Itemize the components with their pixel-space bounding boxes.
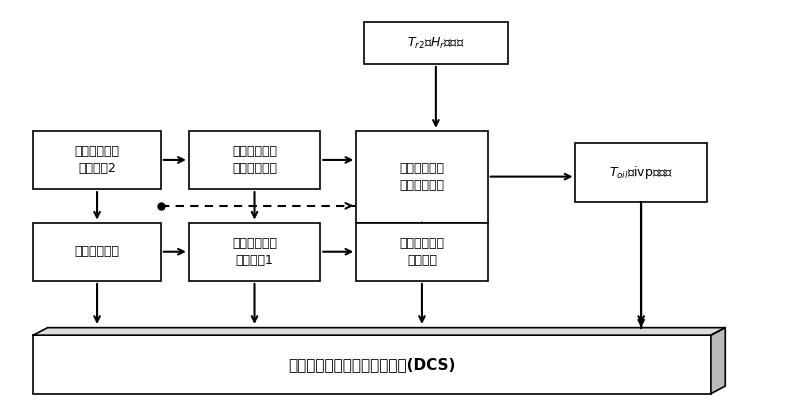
FancyBboxPatch shape [34,335,711,394]
Text: 提升管反应热
计算模块: 提升管反应热 计算模块 [399,237,445,267]
Text: $T_{oil}$和ivp设定值: $T_{oil}$和ivp设定值 [609,164,674,181]
FancyBboxPatch shape [189,131,320,189]
FancyBboxPatch shape [34,131,161,189]
FancyBboxPatch shape [34,223,161,281]
Text: 再生阀门模型
系数校正模块: 再生阀门模型 系数校正模块 [232,145,277,175]
Text: 采集过程数据: 采集过程数据 [74,245,119,258]
Text: $T_{r2}$和$H_r$设定值: $T_{r2}$和$H_r$设定值 [407,36,465,51]
Text: 催化剂循环量
计算模块1: 催化剂循环量 计算模块1 [232,237,277,267]
FancyBboxPatch shape [575,143,707,202]
Polygon shape [711,328,726,394]
Text: 自适应非线性
预测控制模块: 自适应非线性 预测控制模块 [399,162,445,192]
FancyBboxPatch shape [364,22,508,64]
FancyBboxPatch shape [356,223,488,281]
Polygon shape [34,328,726,335]
Text: 催化裂化装置和集散控制系统(DCS): 催化裂化装置和集散控制系统(DCS) [289,357,456,372]
FancyBboxPatch shape [356,131,488,223]
Text: 催化剂循环量
计算模块2: 催化剂循环量 计算模块2 [74,145,119,175]
FancyBboxPatch shape [189,223,320,281]
